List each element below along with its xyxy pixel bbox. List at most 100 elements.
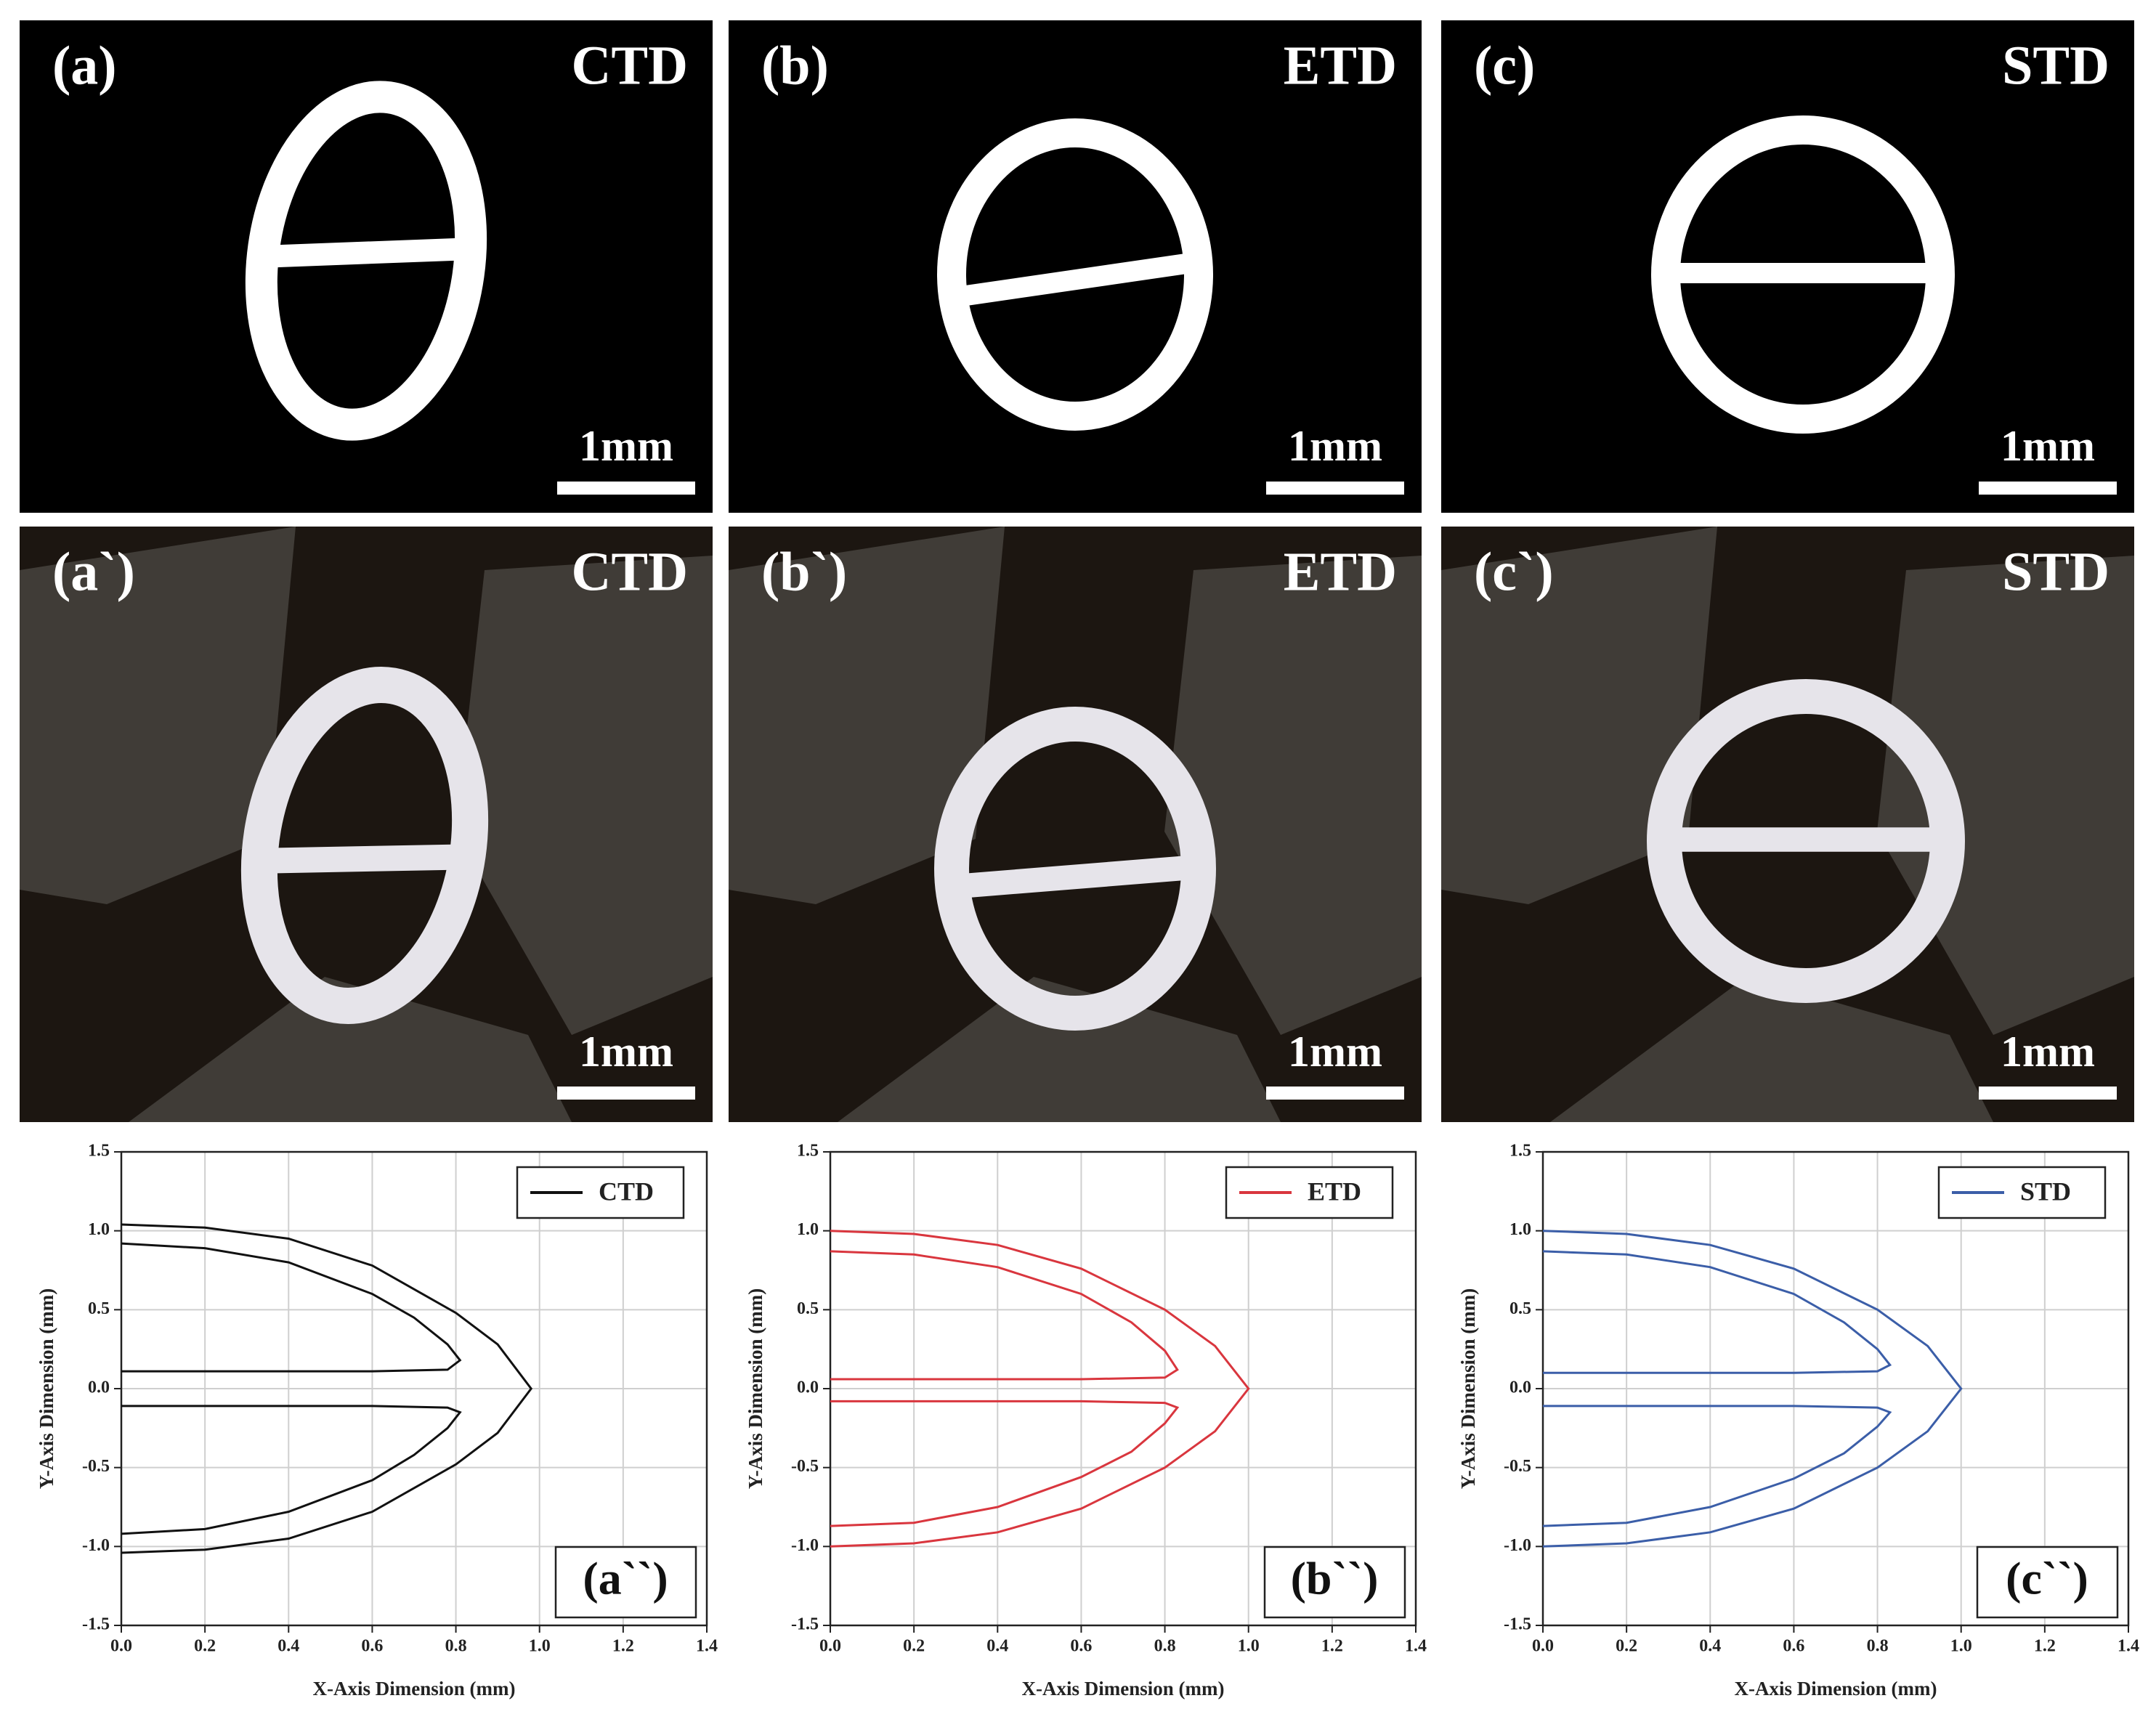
panel-label: (c``)	[2006, 1553, 2088, 1604]
chart: 0.0 0.2 0.4 0.6 0.8 1.0 1.2 1.4 -1.5 -1.0 -0.5 0.0 0…	[1457, 1142, 2139, 1700]
y-tick-label: 0.0	[1509, 1378, 1531, 1397]
scale-bar	[1266, 482, 1404, 495]
y-tick-label: 1.0	[1509, 1220, 1531, 1239]
y-tick-label: 0.5	[1509, 1299, 1531, 1318]
y-tick-label: 1.5	[88, 1142, 110, 1161]
x-axis-title: X-Axis Dimension (mm)	[313, 1678, 516, 1699]
legend-label: ETD	[1308, 1177, 1361, 1206]
x-tick-label: 0.8	[445, 1637, 467, 1656]
photo-panel: (a) CTD 1mm	[20, 20, 713, 513]
x-tick-label: 0.8	[1154, 1637, 1176, 1656]
photo-panel: (b) ETD 1mm	[729, 20, 1422, 513]
photo-panel: (a`) CTD 1mm	[20, 527, 713, 1122]
tool-blade	[838, 977, 1281, 1122]
tool-blade	[729, 527, 1005, 904]
panel-label: (b)	[761, 35, 829, 96]
panel-tag: STD	[2002, 35, 2110, 96]
y-tick-label: 0.5	[88, 1299, 110, 1318]
x-tick-label: 1.0	[1950, 1637, 1972, 1656]
x-axis-title: X-Axis Dimension (mm)	[1022, 1678, 1225, 1699]
y-tick-label: 0.0	[797, 1378, 819, 1397]
scale-bar	[1266, 1087, 1404, 1100]
scale-bar	[1979, 1087, 2117, 1100]
tool-blade	[20, 527, 296, 904]
panel-tag: ETD	[1284, 35, 1397, 96]
panel-label: (a``)	[583, 1553, 668, 1604]
scale-label: 1mm	[579, 1028, 673, 1076]
panel-tag: STD	[2002, 541, 2110, 602]
y-tick-label: -1.0	[82, 1536, 110, 1555]
legend-label: CTD	[599, 1177, 654, 1206]
y-tick-label: 0.5	[797, 1299, 819, 1318]
y-tick-label: -1.0	[791, 1536, 819, 1555]
plot-frame	[1541, 1150, 2130, 1627]
scale-bar	[557, 482, 695, 495]
series-line	[830, 1230, 1250, 1548]
scale-bar	[557, 1087, 695, 1100]
scale-bar	[1979, 482, 2117, 495]
tube-ring	[934, 707, 1216, 1031]
y-axis-title: Y-Axis Dimension (mm)	[745, 1288, 766, 1490]
x-tick-label: 1.0	[529, 1637, 551, 1656]
panel-label-box	[554, 1546, 697, 1619]
tube-septum	[959, 253, 1188, 306]
y-axis-title: Y-Axis Dimension (mm)	[1457, 1288, 1479, 1490]
tool-blade	[1164, 556, 1422, 1035]
x-tick-label: 0.2	[903, 1637, 925, 1656]
x-tick-label: 0.2	[194, 1637, 216, 1656]
tube-septum	[960, 856, 1188, 898]
scale-label: 1mm	[2001, 422, 2095, 470]
x-tick-label: 0.6	[1783, 1637, 1804, 1656]
panel-label: (a`)	[52, 541, 135, 602]
plot-frame	[120, 1150, 708, 1627]
y-tick-label: 0.0	[88, 1378, 110, 1397]
x-tick-label: 0.0	[1532, 1637, 1554, 1656]
x-tick-label: 0.2	[1616, 1637, 1637, 1656]
x-tick-label: 1.0	[1238, 1637, 1260, 1656]
photo-panel: (c`) STD 1mm	[1441, 527, 2134, 1122]
panel-label: (a)	[52, 35, 117, 96]
y-tick-label: -1.0	[1504, 1536, 1531, 1555]
x-tick-label: 0.0	[110, 1637, 132, 1656]
x-tick-label: 1.4	[1405, 1637, 1427, 1656]
tube-ring	[937, 118, 1213, 431]
series-line	[121, 1223, 533, 1554]
x-tick-label: 1.2	[612, 1637, 634, 1656]
y-tick-label: 1.0	[88, 1220, 110, 1239]
y-axis-title: Y-Axis Dimension (mm)	[36, 1288, 57, 1490]
y-tick-label: -0.5	[82, 1457, 110, 1476]
scale-label: 1mm	[1288, 422, 1382, 470]
x-tick-label: 0.4	[986, 1637, 1008, 1656]
x-tick-label: 0.6	[1070, 1637, 1092, 1656]
y-tick-label: -1.5	[82, 1615, 110, 1634]
x-tick-label: 1.2	[1321, 1637, 1343, 1656]
scale-label: 1mm	[2001, 1028, 2095, 1076]
panel-tag: ETD	[1284, 541, 1397, 602]
x-tick-label: 0.6	[361, 1637, 383, 1656]
tube-ring	[245, 81, 487, 441]
legend-label: STD	[2020, 1177, 2071, 1206]
chart: 0.0 0.2 0.4 0.6 0.8 1.0 1.2 1.4 -1.5 -1.0 -0.5 0.0 0…	[36, 1142, 718, 1700]
x-tick-label: 1.2	[2034, 1637, 2056, 1656]
chart: 0.0 0.2 0.4 0.6 0.8 1.0 1.2 1.4 -1.5 -1.0 -0.5 0.0 0…	[745, 1142, 1427, 1700]
y-tick-label: -1.5	[791, 1615, 819, 1634]
y-tick-label: 1.5	[1509, 1142, 1531, 1161]
tube-ring	[240, 667, 489, 1024]
panel-label: (c`)	[1474, 541, 1554, 602]
scale-label: 1mm	[579, 422, 673, 470]
panel-label: (c)	[1474, 35, 1535, 96]
panel-tag: CTD	[572, 35, 688, 96]
panel-label-box	[1263, 1546, 1406, 1619]
panel-tag: CTD	[572, 541, 688, 602]
x-tick-label: 1.4	[696, 1637, 718, 1656]
y-tick-label: 1.0	[797, 1220, 819, 1239]
x-tick-label: 0.4	[277, 1637, 299, 1656]
photo-panel: (c) STD 1mm	[1441, 20, 2134, 513]
y-tick-label: -0.5	[791, 1457, 819, 1476]
tube-septum	[270, 237, 463, 268]
tool-blade	[1550, 977, 1993, 1122]
photo-panel: (b`) ETD 1mm	[729, 527, 1422, 1122]
series-line	[1542, 1230, 1963, 1548]
tool-blade	[1441, 527, 1717, 904]
